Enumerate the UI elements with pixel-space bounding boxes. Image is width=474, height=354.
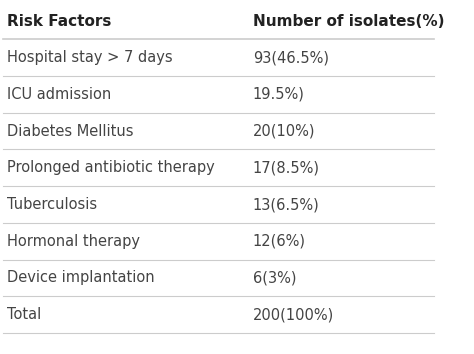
Text: 19.5%): 19.5%) [253, 87, 305, 102]
Text: 200(100%): 200(100%) [253, 307, 334, 322]
Text: Number of isolates(%): Number of isolates(%) [253, 13, 445, 29]
Text: 93(46.5%): 93(46.5%) [253, 50, 329, 65]
Text: 12(6%): 12(6%) [253, 234, 306, 249]
Text: Risk Factors: Risk Factors [7, 13, 111, 29]
Text: 20(10%): 20(10%) [253, 124, 315, 139]
Text: Total: Total [7, 307, 41, 322]
Text: Hospital stay > 7 days: Hospital stay > 7 days [7, 50, 173, 65]
Text: Hormonal therapy: Hormonal therapy [7, 234, 140, 249]
Text: 13(6.5%): 13(6.5%) [253, 197, 319, 212]
Text: 6(3%): 6(3%) [253, 270, 296, 285]
Text: 17(8.5%): 17(8.5%) [253, 160, 320, 175]
Text: ICU admission: ICU admission [7, 87, 111, 102]
Text: Diabetes Mellitus: Diabetes Mellitus [7, 124, 134, 139]
Text: Prolonged antibiotic therapy: Prolonged antibiotic therapy [7, 160, 215, 175]
Text: Device implantation: Device implantation [7, 270, 155, 285]
Text: Tuberculosis: Tuberculosis [7, 197, 97, 212]
